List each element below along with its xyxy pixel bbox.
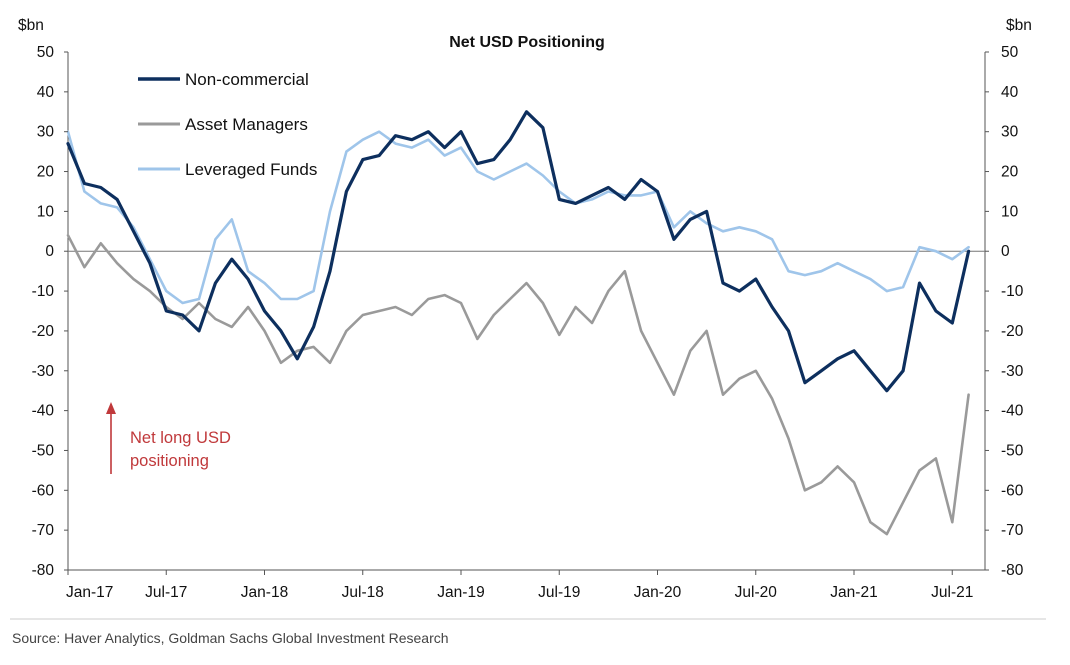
y-tick-label-left: -10: [32, 283, 55, 300]
y-tick-label-left: 0: [45, 243, 54, 260]
y-tick-label-right: -10: [1001, 283, 1024, 300]
y-tick-label-right: 10: [1001, 203, 1019, 220]
series-line-leveraged-funds: [66, 130, 970, 305]
y-tick-label-right: -80: [1001, 562, 1024, 579]
y-tick-label-left: -50: [32, 442, 55, 459]
y-tick-label-right: 40: [1001, 84, 1019, 101]
y-tick-label-right: -20: [1001, 323, 1024, 340]
legend-label-leveraged-funds: Leveraged Funds: [185, 160, 317, 179]
y-tick-label-right: -50: [1001, 442, 1024, 459]
y-axis-left: 50 40 30 20 10 0 -10 -20 -30 -40 -50 -60 -70 -80: [32, 44, 68, 579]
y-tick-label-left: 30: [37, 124, 55, 141]
y-tick-label-left: 20: [37, 164, 55, 181]
y-unit-left: $bn: [18, 17, 44, 34]
y-tick-label-right: 20: [1001, 164, 1019, 181]
x-tick-label: Jan-17: [66, 584, 113, 601]
y-tick-label-left: 40: [37, 84, 55, 101]
x-tick-label: Jan-21: [830, 584, 877, 601]
y-tick-label-right: 50: [1001, 44, 1019, 61]
y-axis-right: 50 40 30 20 10 0 -10 -20 -30 -40 -50 -60 -70 -80: [985, 44, 1024, 579]
legend: Non-commercial Asset Managers Leveraged Fu…: [138, 70, 317, 179]
y-tick-label-right: -70: [1001, 522, 1024, 539]
y-tick-label-left: 10: [37, 203, 55, 220]
y-tick-label-right: 0: [1001, 243, 1010, 260]
annotation: Net long USD positioning: [106, 402, 231, 474]
y-tick-label-right: 30: [1001, 124, 1019, 141]
chart-title: Net USD Positioning: [449, 34, 605, 51]
x-tick-label: Jul-19: [538, 584, 580, 601]
y-tick-label-left: -70: [32, 522, 55, 539]
legend-label-non-commercial: Non-commercial: [185, 70, 309, 89]
legend-label-asset-managers: Asset Managers: [185, 115, 308, 134]
y-tick-label-left: -60: [32, 482, 55, 499]
x-tick-label: Jan-19: [437, 584, 484, 601]
x-tick-label: Jul-17: [145, 584, 187, 601]
y-tick-label-left: -40: [32, 403, 55, 420]
y-unit-right: $bn: [1006, 17, 1032, 34]
annotation-text-line1: Net long USD: [130, 429, 231, 447]
series-line-asset-managers: [66, 234, 970, 536]
source-note: Source: Haver Analytics, Goldman Sachs G…: [12, 630, 449, 646]
y-tick-label-right: -60: [1001, 482, 1024, 499]
x-tick-label: Jul-20: [735, 584, 778, 601]
x-axis: Jan-17 Jul-17 Jan-18 Jul-18 Jan-19 Jul-19 Jan-…: [66, 570, 973, 601]
series-group: [66, 110, 971, 536]
y-tick-label-left: -80: [32, 562, 55, 579]
y-tick-label-right: -30: [1001, 363, 1024, 380]
x-tick-label: Jul-21: [931, 584, 973, 601]
y-tick-label-left: 50: [37, 44, 55, 61]
y-tick-label-left: -30: [32, 363, 55, 380]
x-tick-label: Jan-18: [241, 584, 288, 601]
annotation-text-line2: positioning: [130, 452, 209, 470]
annotation-arrow-head: [106, 402, 116, 414]
plot-frame: [67, 52, 986, 571]
series-line-non-commercial: [66, 110, 971, 393]
x-tick-label: Jul-18: [342, 584, 384, 601]
y-tick-label-right: -40: [1001, 403, 1024, 420]
y-tick-label-left: -20: [32, 323, 55, 340]
x-tick-label: Jan-20: [634, 584, 682, 601]
